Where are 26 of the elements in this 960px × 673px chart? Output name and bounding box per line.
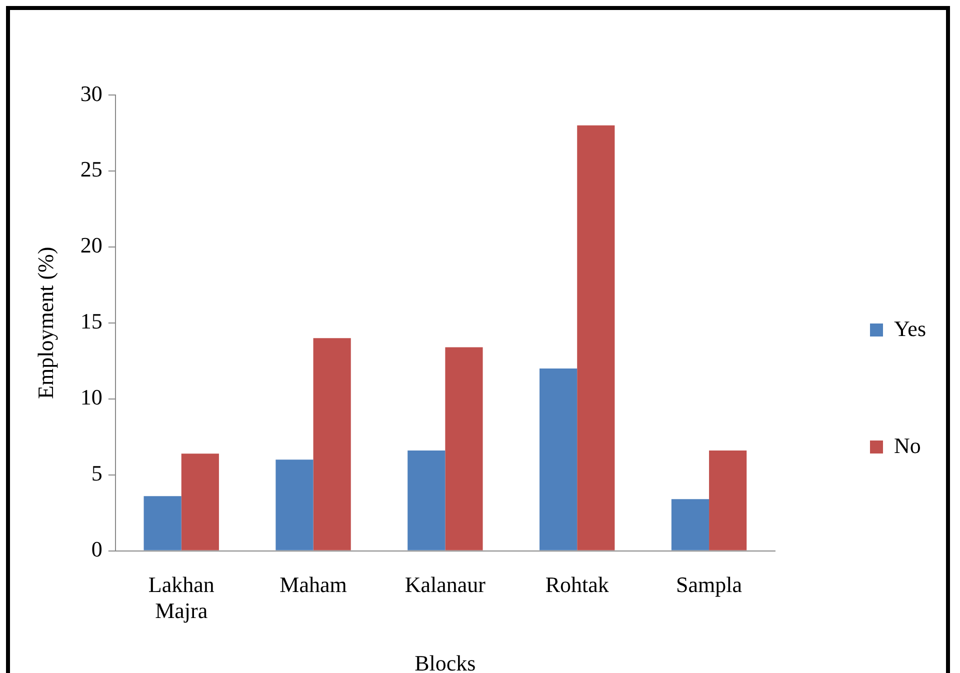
bar [709, 450, 747, 550]
x-tick-label: Lakhan Majra [148, 572, 214, 624]
x-axis-title: Blocks [414, 650, 476, 673]
x-tick-label: Rohtak [545, 572, 609, 597]
y-tick-label: 15 [80, 308, 102, 334]
y-tick-label: 30 [80, 80, 102, 106]
x-tick-label: Sampla [676, 572, 742, 597]
bar [276, 460, 314, 550]
y-tick-label: 25 [80, 156, 102, 182]
bar [445, 347, 483, 550]
bar [313, 338, 351, 550]
y-tick-label: 0 [91, 536, 102, 562]
bar [181, 454, 219, 550]
x-tick-label: Kalanaur [404, 572, 486, 597]
x-tick-label: Maham [280, 572, 347, 597]
bar [144, 496, 182, 550]
bar [577, 125, 615, 550]
y-tick-label: 10 [80, 384, 102, 410]
legend-label: Yes [894, 316, 926, 341]
y-axis-title: Employment (%) [32, 246, 58, 399]
y-tick-label: 20 [80, 232, 102, 258]
legend-label: No [894, 432, 921, 458]
y-tick-label: 5 [91, 460, 102, 486]
bar [671, 499, 710, 550]
bar [408, 450, 446, 550]
bar [540, 368, 578, 550]
